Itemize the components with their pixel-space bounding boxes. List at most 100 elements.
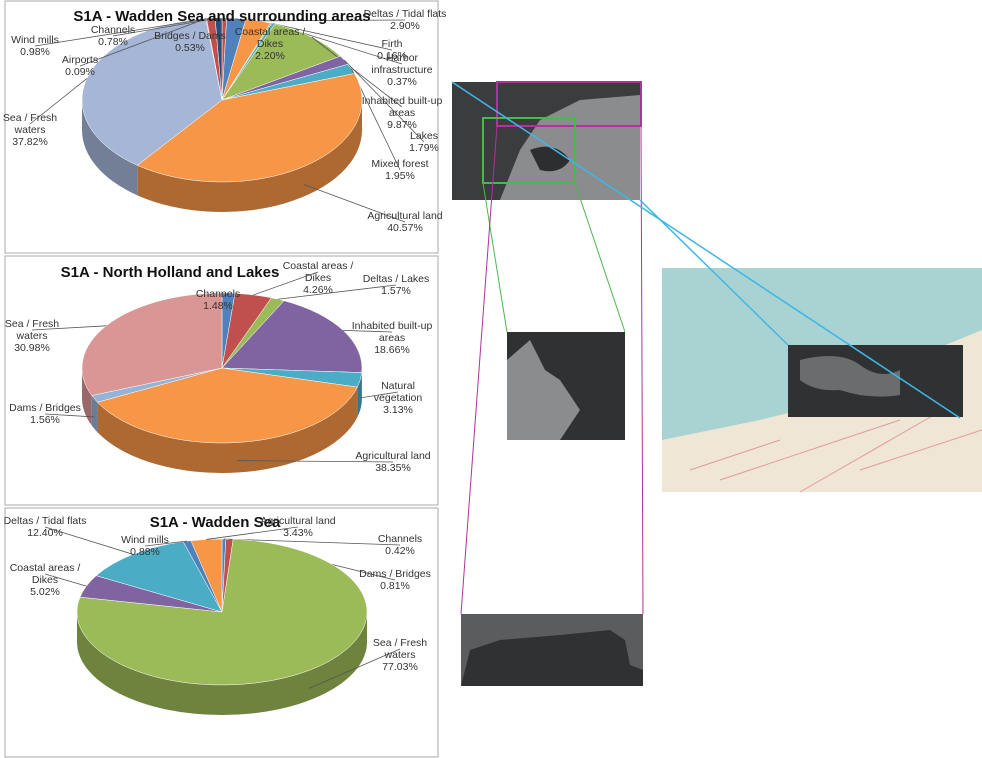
category-label: Deltas / Tidal flats — [3, 515, 87, 527]
slice-label: Agricultural land 38.35% — [351, 450, 435, 474]
category-label: Channels — [377, 533, 423, 545]
category-label: Agricultural land — [367, 210, 443, 222]
category-label: Coastal areas / Dikes — [9, 562, 81, 586]
leader-line — [258, 19, 406, 22]
category-label: Bridges / Dams — [154, 30, 226, 42]
leader-line — [44, 526, 134, 555]
inset-land — [800, 356, 900, 397]
category-label: Sea / Fresh waters — [4, 318, 60, 342]
slice-label: Sea / Fresh waters 30.98% — [0, 318, 74, 354]
category-label: Firth — [381, 38, 403, 50]
imagery — [451, 81, 982, 686]
slice-label: Inhabited built-up areas 9.87% — [360, 95, 444, 131]
category-label: Airports — [61, 54, 99, 66]
satellite-land — [500, 95, 640, 200]
slice — [136, 73, 363, 183]
category-label: Deltas / Lakes — [362, 273, 430, 285]
value-label: 0.88% — [130, 546, 160, 558]
leader-line — [343, 329, 393, 333]
leader-line — [271, 22, 393, 51]
leader-line — [29, 78, 88, 125]
chart-title: S1A - North Holland and Lakes — [60, 264, 280, 281]
slice-label: Sea / Fresh waters 37.82% — [0, 112, 72, 148]
slice — [81, 292, 223, 396]
leader-line — [308, 648, 401, 689]
slice-label: Wind mills 0.88% — [103, 534, 187, 558]
leader-line — [253, 271, 319, 296]
connector — [574, 182, 626, 333]
slice-side — [97, 387, 358, 474]
slice-label: Deltas / Lakes 1.57% — [354, 273, 438, 297]
slice-label: Coastal areas / Dikes 4.26% — [276, 260, 360, 296]
category-label: Sea / Fresh waters — [2, 112, 58, 136]
leader-line — [206, 526, 299, 540]
value-label: 0.16% — [377, 50, 407, 62]
slice-label: Channels 0.42% — [358, 533, 442, 557]
connector — [639, 199, 789, 346]
category-label: Sea / Fresh waters — [372, 637, 428, 661]
slice-side — [137, 100, 362, 212]
category-label: Coastal areas / Dikes — [282, 260, 354, 284]
slice-side — [91, 395, 98, 433]
slice — [221, 23, 341, 101]
category-label: Coastal areas / Dikes — [234, 26, 306, 50]
category-label: Channels — [90, 24, 136, 36]
category-label: Harbor infrastructure — [371, 52, 433, 76]
value-label: 0.81% — [380, 580, 410, 592]
slice-label: Deltas / Tidal flats 2.90% — [363, 8, 447, 32]
category-label: Natural vegetation — [373, 380, 423, 404]
slice-side — [357, 372, 362, 418]
leader-line — [311, 36, 403, 108]
green-box — [482, 117, 576, 184]
value-label: 0.53% — [175, 42, 205, 54]
category-label: Inhabited built-up areas — [351, 320, 433, 344]
category-label: Channels — [195, 288, 241, 300]
leader-line — [79, 18, 207, 67]
leader-line — [360, 391, 399, 399]
slice-label: Channels 0.78% — [71, 24, 155, 48]
connector — [451, 81, 961, 419]
category-label: Lakes — [409, 130, 439, 142]
value-label: 3.43% — [283, 527, 313, 539]
value-label: 1.56% — [30, 414, 60, 426]
slice-label: Natural vegetation 3.13% — [356, 380, 440, 416]
value-label: 40.57% — [387, 222, 423, 234]
category-label: Dams / Bridges — [9, 402, 81, 414]
leader-line — [112, 17, 219, 37]
slice-label: Inhabited built-up areas 18.66% — [350, 320, 434, 356]
slice-label: Agricultural land 40.57% — [363, 210, 447, 234]
value-label: 0.78% — [98, 36, 128, 48]
slice-label: Lakes 1.79% — [382, 130, 466, 154]
satellite-land — [461, 614, 643, 686]
map-roads — [689, 399, 982, 493]
leader-line — [344, 59, 425, 143]
slice-label: Dams / Bridges 1.56% — [3, 402, 87, 426]
value-label: 30.98% — [14, 342, 50, 354]
value-label: 3.13% — [383, 404, 413, 416]
value-label: 77.03% — [382, 661, 418, 673]
magenta-box — [496, 81, 642, 127]
value-label: 18.66% — [374, 344, 410, 356]
value-label: 0.98% — [20, 46, 50, 58]
chart-title: S1A - Wadden Sea — [149, 514, 281, 531]
slice — [96, 367, 358, 444]
category-label: Dams / Bridges — [359, 568, 431, 580]
slice-label: Deltas / Tidal flats 12.40% — [3, 515, 87, 539]
value-label: 12.40% — [27, 527, 63, 539]
slice-label: Bridges / Dams 0.53% — [148, 30, 232, 54]
category-label: Wind mills — [11, 34, 59, 46]
satellite-land — [507, 340, 580, 440]
connector — [640, 125, 644, 615]
value-label: 38.35% — [375, 462, 411, 474]
slice-label: Channels 1.48% — [176, 288, 260, 312]
slice-label: Harbor infrastructure 0.37% — [360, 52, 444, 88]
value-label: 1.57% — [381, 285, 411, 297]
slice-label: Wind mills 0.98% — [0, 34, 77, 58]
category-label: Deltas / Tidal flats — [363, 8, 447, 20]
value-label: 9.87% — [387, 119, 417, 131]
slice-label: Agricultural land 3.43% — [256, 515, 340, 539]
value-label: 1.79% — [409, 142, 439, 154]
value-label: 0.42% — [385, 545, 415, 557]
